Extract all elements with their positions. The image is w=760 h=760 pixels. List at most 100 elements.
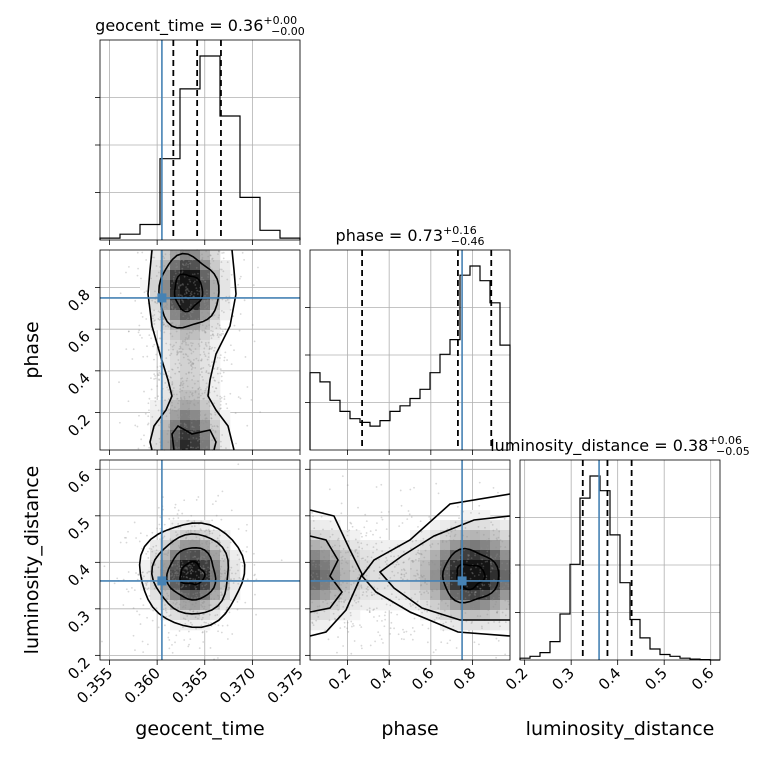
sample-point [465, 620, 468, 623]
density-cell [320, 600, 331, 611]
sample-point [410, 567, 412, 570]
sample-point [357, 600, 360, 603]
sample-point [478, 512, 481, 515]
sample-point [175, 393, 178, 396]
sample-point [322, 528, 324, 531]
sample-point [168, 423, 171, 426]
sample-point [208, 324, 211, 327]
sample-point [360, 626, 363, 628]
sample-point [432, 651, 435, 654]
sample-point [148, 409, 150, 412]
sample-point [369, 530, 372, 533]
sample-point [481, 627, 483, 630]
density-cell [480, 540, 491, 551]
density-cell [350, 590, 361, 601]
sample-point [208, 405, 211, 407]
sample-point [411, 559, 414, 562]
sample-point [181, 512, 184, 515]
sample-point [166, 592, 169, 595]
sample-point [444, 560, 447, 563]
density-cell [200, 600, 211, 611]
sample-point [211, 425, 214, 428]
sample-point [204, 584, 207, 587]
sample-point [175, 266, 178, 269]
sample-point [415, 539, 417, 542]
sample-point [186, 399, 188, 402]
sample-point [171, 306, 174, 309]
sample-point [381, 620, 383, 622]
sample-point [343, 626, 346, 628]
sample-point [445, 621, 447, 624]
sample-point [215, 544, 218, 547]
sample-point [414, 558, 417, 561]
density-cell [450, 600, 461, 611]
contour-line [207, 249, 237, 451]
sample-point [238, 329, 241, 332]
density-cell [310, 590, 321, 601]
sample-point [216, 613, 219, 616]
sample-point [174, 506, 176, 509]
sample-point [190, 572, 192, 575]
sample-point [237, 569, 239, 572]
sample-point [211, 330, 214, 333]
x-tick-label: 0.5 [641, 664, 671, 694]
sample-point [198, 435, 201, 438]
sample-point [321, 589, 324, 592]
density-cell [310, 520, 321, 531]
sample-point [207, 273, 210, 276]
sample-point [234, 412, 237, 414]
sample-point [173, 275, 175, 278]
sample-point [164, 325, 167, 328]
density-cell [400, 560, 411, 571]
sample-point [484, 602, 487, 604]
sample-point [202, 378, 204, 381]
sample-point [491, 566, 493, 569]
sample-point [182, 301, 185, 304]
sample-point [153, 563, 156, 566]
density-cell [160, 300, 171, 311]
sample-point [188, 359, 191, 362]
sample-point [200, 520, 203, 523]
sample-point [384, 561, 387, 563]
density-cell [190, 350, 201, 361]
density-cell [200, 310, 211, 321]
sample-point [165, 302, 168, 305]
density-cell [180, 390, 191, 401]
sample-point [347, 540, 350, 543]
sample-point [417, 525, 419, 528]
sample-point [340, 583, 342, 586]
sample-point [496, 553, 499, 556]
density-cell [500, 550, 511, 561]
sample-point [254, 593, 256, 596]
sample-point [177, 582, 180, 585]
x-tick-label: 0.375 [264, 664, 307, 707]
sample-point [202, 613, 205, 616]
sample-point [127, 530, 129, 533]
sample-point [203, 538, 205, 540]
sample-point [189, 250, 192, 253]
sample-point [182, 356, 185, 359]
sample-point [217, 253, 219, 256]
sample-point [499, 555, 501, 558]
sample-point [189, 416, 192, 419]
sample-point [452, 539, 455, 542]
density-cell [380, 590, 391, 601]
sample-point [422, 560, 425, 563]
sample-point [201, 371, 203, 373]
sample-point [406, 578, 409, 581]
sample-point [122, 604, 125, 606]
sample-point [168, 518, 171, 520]
sample-point [200, 618, 203, 621]
sample-point [158, 374, 160, 377]
sample-point [220, 334, 223, 337]
sample-point [238, 558, 241, 561]
sample-point [320, 577, 323, 579]
sample-point [366, 561, 369, 563]
sample-point [178, 399, 180, 402]
density-cell [210, 540, 221, 551]
sample-point [349, 611, 352, 614]
sample-point [209, 254, 212, 257]
density-cell [470, 530, 481, 541]
sample-point [211, 386, 214, 388]
sample-point [174, 406, 176, 409]
